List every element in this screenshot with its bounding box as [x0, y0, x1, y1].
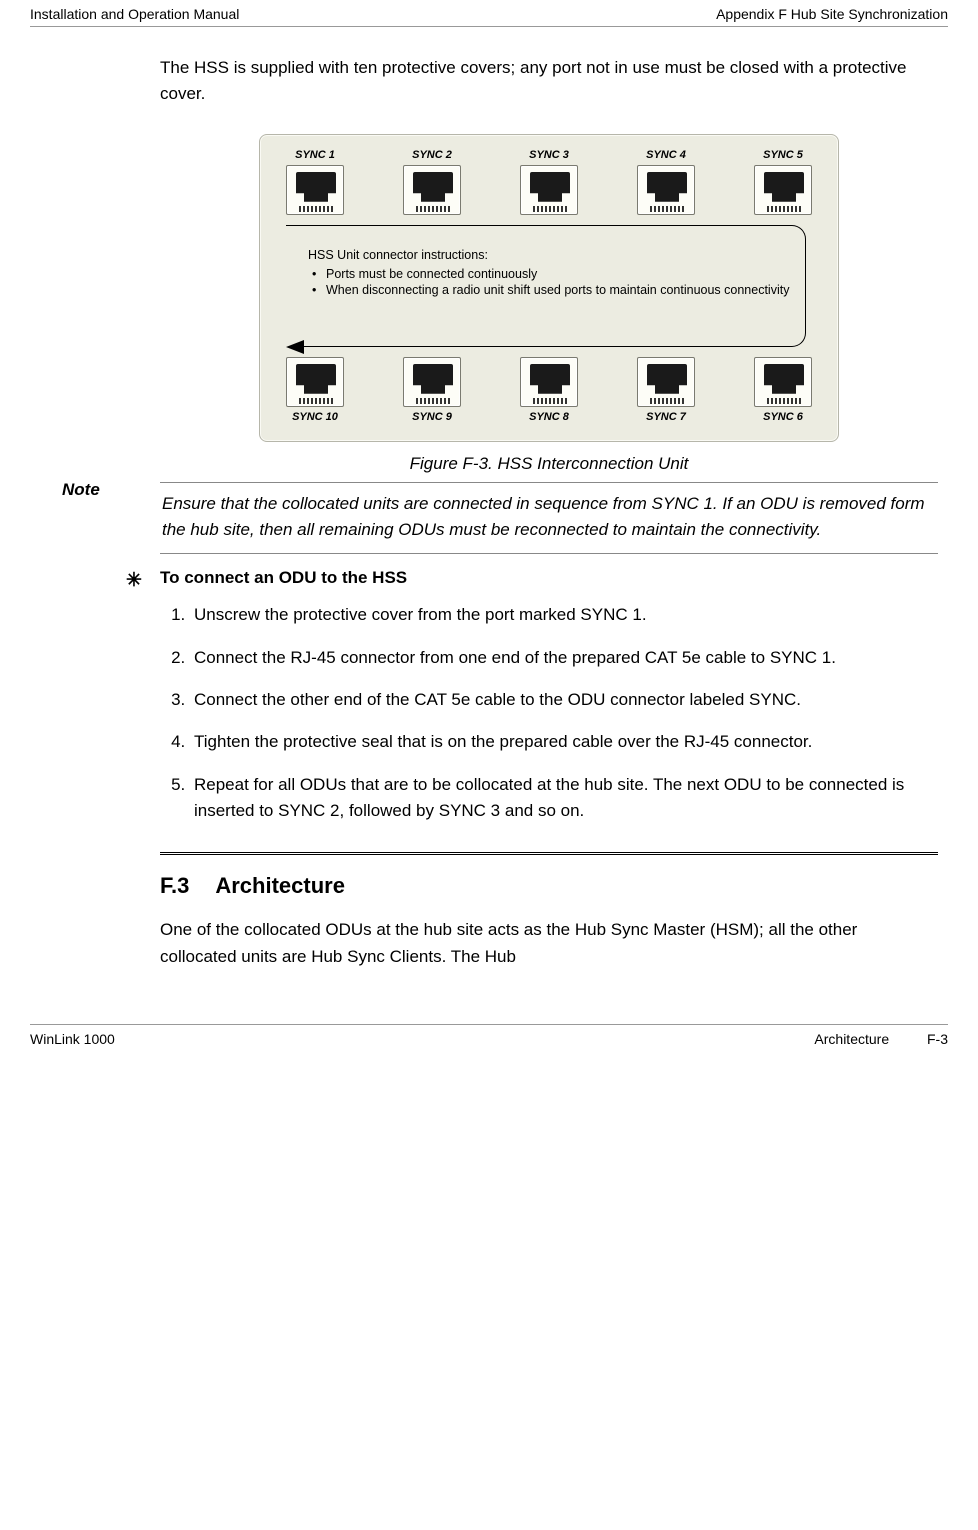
section-divider [160, 852, 938, 855]
step-item: Unscrew the protective cover from the po… [190, 602, 938, 628]
note-label: Note [62, 480, 100, 500]
port-label: SYNC 2 [403, 149, 461, 161]
bottom-port-row: SYNC 10 SYNC 9 SYNC 8 SYNC 7 SYNC 6 [286, 357, 812, 423]
note-body: Ensure that the collocated units are con… [160, 482, 938, 555]
instruction-bracket: HSS Unit connector instructions: Ports m… [286, 225, 812, 351]
port-label: SYNC 6 [754, 411, 812, 423]
step-item: Tighten the protective seal that is on t… [190, 729, 938, 755]
step-item: Repeat for all ODUs that are to be collo… [190, 772, 938, 825]
intro-paragraph: The HSS is supplied with ten protective … [160, 55, 938, 108]
rj45-port-icon [286, 357, 344, 407]
section-heading: F.3Architecture [160, 873, 938, 899]
port-label: SYNC 1 [286, 149, 344, 161]
step-item: Connect the other end of the CAT 5e cabl… [190, 687, 938, 713]
header-right: Appendix F Hub Site Synchronization [716, 6, 948, 22]
footer-left: WinLink 1000 [30, 1031, 115, 1047]
arrow-left-icon [286, 340, 304, 354]
rj45-port-icon [754, 357, 812, 407]
rj45-port-icon [754, 165, 812, 215]
procedure-heading: To connect an ODU to the HSS [160, 568, 407, 587]
port-label: SYNC 4 [637, 149, 695, 161]
footer-page: F-3 [927, 1031, 948, 1047]
footer-section: Architecture [814, 1031, 889, 1047]
section-body: One of the collocated ODUs at the hub si… [160, 917, 938, 970]
rj45-port-icon [637, 165, 695, 215]
rj45-port-icon [403, 165, 461, 215]
top-port-row: SYNC 1 SYNC 2 SYNC 3 SYNC 4 SYNC 5 [286, 149, 812, 215]
hss-diagram: SYNC 1 SYNC 2 SYNC 3 SYNC 4 SYNC 5 HSS U… [259, 134, 839, 442]
procedure-steps: Unscrew the protective cover from the po… [160, 602, 938, 824]
rj45-port-icon [403, 357, 461, 407]
port-label: SYNC 8 [520, 411, 578, 423]
rj45-port-icon [637, 357, 695, 407]
step-item: Connect the RJ-45 connector from one end… [190, 645, 938, 671]
procedure-bullet-icon: ✳ [126, 569, 142, 592]
instructions-title: HSS Unit connector instructions: [308, 247, 789, 264]
port-label: SYNC 10 [286, 411, 344, 423]
instruction-item: Ports must be connected continuously [326, 266, 789, 283]
rj45-port-icon [520, 357, 578, 407]
header-left: Installation and Operation Manual [30, 6, 239, 22]
port-label: SYNC 7 [637, 411, 695, 423]
rj45-port-icon [520, 165, 578, 215]
port-label: SYNC 3 [520, 149, 578, 161]
rj45-port-icon [286, 165, 344, 215]
port-label: SYNC 9 [403, 411, 461, 423]
instruction-item: When disconnecting a radio unit shift us… [326, 282, 789, 299]
port-label: SYNC 5 [754, 149, 812, 161]
figure-caption: Figure F-3. HSS Interconnection Unit [160, 454, 938, 474]
